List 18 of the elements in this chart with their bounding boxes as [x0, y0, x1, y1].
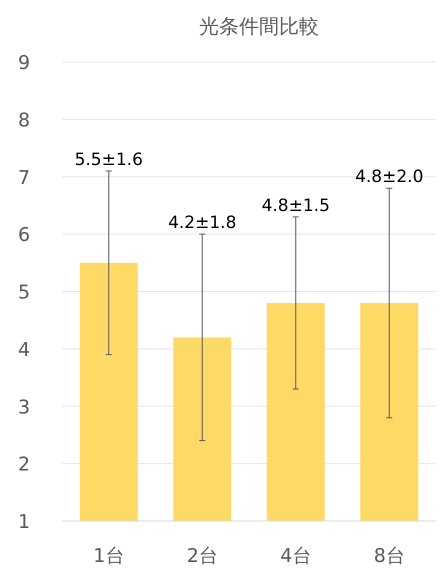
y-tick-label: 7 — [18, 166, 30, 189]
y-tick-label: 1 — [18, 511, 30, 533]
x-tick-label: 2台 — [186, 545, 218, 567]
y-tick-label: 4 — [18, 338, 30, 361]
y-tick-label: 2 — [18, 454, 30, 476]
y-tick-label: 6 — [18, 224, 30, 246]
annotation: 4.2±1.8 — [168, 213, 236, 234]
annotation: 5.5±1.6 — [74, 150, 143, 170]
annotation: 4.8±1.5 — [262, 196, 330, 216]
annotation: 4.8±2.0 — [355, 167, 424, 188]
y-tick-label: 8 — [18, 109, 30, 132]
x-tick-label: 4台 — [280, 545, 312, 567]
y-tick-label: 3 — [18, 396, 30, 418]
x-tick-label: 1台 — [93, 545, 124, 567]
x-tick-label: 8台 — [374, 545, 405, 567]
chart-title: 光条件間比較 — [199, 14, 319, 38]
y-tick-label: 5 — [18, 282, 30, 304]
y-tick-label: 9 — [18, 52, 30, 74]
